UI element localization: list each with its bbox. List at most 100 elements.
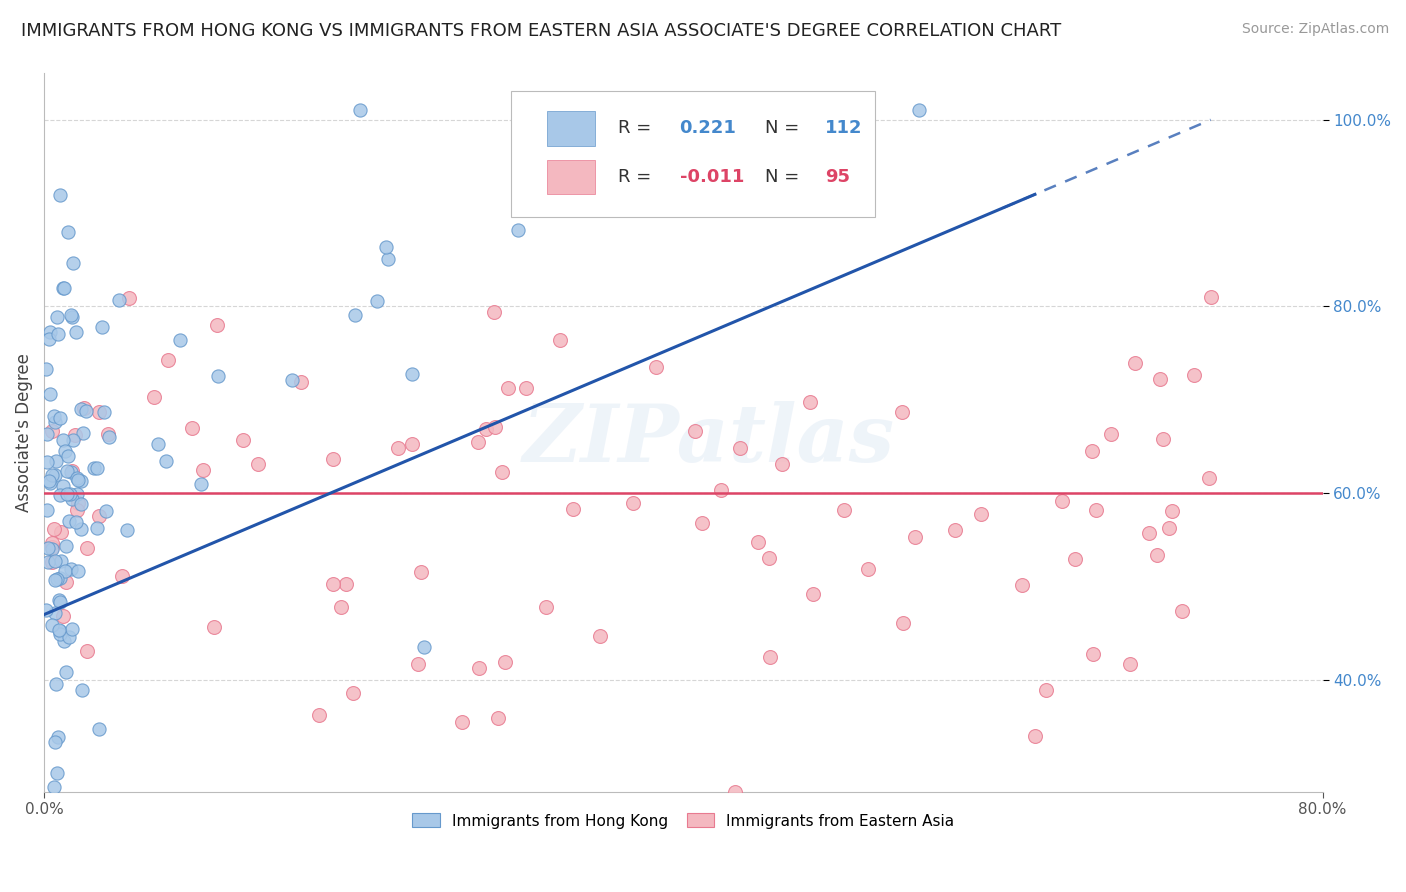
Point (375, 240, 398, 254)
Point (60, 308, 83, 322)
Point (66, 496, 89, 510)
Legend: Immigrants from Hong Kong, Immigrants from Eastern Asia: Immigrants from Hong Kong, Immigrants fr… (406, 807, 960, 835)
Point (63, 427, 86, 442)
Point (190, 476, 212, 491)
Point (52, 281, 75, 295)
Point (467, 660, 489, 674)
Point (411, 565, 433, 579)
Point (1081, 443, 1104, 458)
Point (401, 436, 423, 450)
Point (56, 225, 79, 239)
Point (202, 620, 225, 634)
Point (758, 550, 780, 565)
Point (38, 332, 60, 346)
Point (35, 362, 58, 376)
Point (377, 252, 399, 266)
Point (322, 452, 344, 467)
Point (540, 183, 562, 197)
Point (1198, 471, 1220, 485)
Point (75, 404, 97, 418)
Point (290, 375, 312, 389)
Point (38, 474, 60, 488)
Point (169, 334, 191, 348)
Point (52, 434, 75, 448)
Point (69, 402, 91, 417)
Point (52, 609, 75, 624)
Point (508, 223, 530, 237)
Point (97, 427, 120, 442)
Point (41, 467, 63, 482)
Point (59, 465, 82, 479)
Point (1149, 372, 1171, 386)
FancyBboxPatch shape (547, 160, 595, 194)
Point (692, 516, 714, 531)
Point (115, 523, 138, 537)
Point (1123, 356, 1146, 370)
Point (1159, 521, 1181, 535)
Point (41, 424, 63, 438)
Point (467, 435, 489, 450)
Point (46, 327, 69, 342)
Point (534, 600, 557, 615)
Text: Source: ZipAtlas.com: Source: ZipAtlas.com (1241, 22, 1389, 37)
Point (41, 617, 63, 632)
Point (335, 576, 357, 591)
Text: IMMIGRANTS FROM HONG KONG VS IMMIGRANTS FROM EASTERN ASIA ASSOCIATE'S DEGREE COR: IMMIGRANTS FROM HONG KONG VS IMMIGRANTS … (21, 22, 1062, 40)
Point (496, 381, 519, 395)
Point (70, 474, 93, 488)
Point (62, 622, 84, 636)
Text: 95: 95 (825, 169, 851, 186)
Point (65, 515, 87, 529)
Point (42, 409, 65, 423)
Point (56, 449, 79, 463)
Point (86, 520, 108, 534)
Point (344, 308, 367, 322)
Point (41, 555, 63, 569)
Point (484, 419, 506, 434)
Point (491, 465, 513, 479)
Point (87, 405, 110, 419)
Point (1050, 493, 1073, 508)
Point (44, 467, 66, 482)
Point (38, 476, 60, 491)
Point (52, 479, 75, 493)
Point (37, 555, 59, 569)
Point (621, 496, 644, 510)
Text: ZIPatlas: ZIPatlas (523, 401, 896, 478)
Point (35, 426, 58, 441)
Text: N =: N = (765, 120, 806, 137)
Point (387, 442, 409, 456)
Point (486, 711, 509, 725)
Point (72, 426, 94, 441)
Point (86, 460, 108, 475)
Point (1182, 368, 1205, 382)
Point (1152, 432, 1174, 446)
Point (53, 281, 76, 295)
Point (45, 454, 67, 468)
Point (891, 616, 914, 631)
Point (724, 785, 747, 799)
Point (49, 554, 72, 568)
Point (41, 536, 63, 550)
Point (1199, 290, 1222, 304)
Point (89, 508, 111, 523)
Point (908, 103, 931, 118)
Point (49, 524, 72, 539)
Point (683, 424, 706, 438)
Point (96, 504, 118, 518)
Point (142, 390, 165, 404)
Y-axis label: Associate's Degree: Associate's Degree (15, 353, 32, 512)
Point (856, 562, 879, 576)
Point (1119, 657, 1142, 671)
Point (45, 572, 67, 586)
Point (342, 686, 364, 700)
Point (181, 421, 204, 435)
Point (55, 539, 77, 553)
Point (44, 734, 66, 748)
Point (1083, 647, 1105, 661)
Point (408, 657, 430, 671)
Point (634, 119, 657, 133)
Point (49, 187, 72, 202)
Point (60, 464, 83, 478)
Point (49, 595, 72, 609)
